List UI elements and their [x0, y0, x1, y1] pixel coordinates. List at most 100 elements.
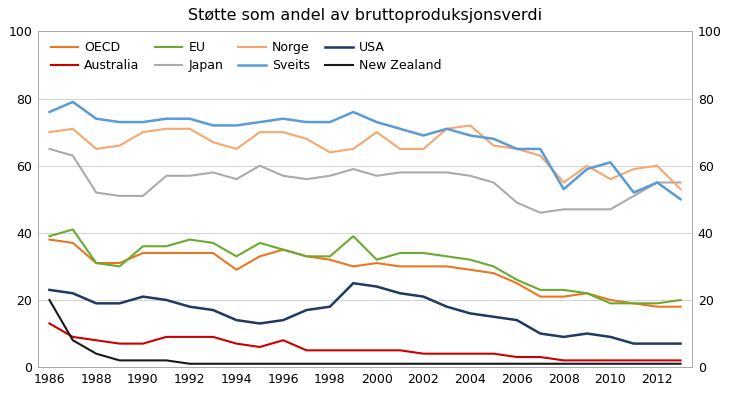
USA: [69, 291, 77, 296]
USA: [185, 304, 194, 309]
EU: [162, 244, 171, 249]
New Zealand: [185, 361, 194, 366]
USA: [466, 311, 474, 316]
New Zealand: [139, 358, 147, 363]
Norge: [349, 147, 358, 151]
EU: [349, 234, 358, 238]
USA: [326, 304, 334, 309]
OECD: [255, 254, 264, 259]
New Zealand: [92, 351, 101, 356]
New Zealand: [583, 361, 591, 366]
Line: Japan: Japan: [50, 149, 680, 213]
Australia: [372, 348, 381, 353]
Japan: [372, 173, 381, 178]
OECD: [45, 237, 54, 242]
Japan: [536, 210, 545, 215]
New Zealand: [349, 361, 358, 366]
USA: [349, 281, 358, 286]
Sveits: [302, 120, 311, 125]
Norge: [372, 130, 381, 134]
OECD: [606, 297, 615, 302]
Sveits: [372, 120, 381, 125]
New Zealand: [115, 358, 124, 363]
New Zealand: [489, 361, 498, 366]
EU: [232, 254, 241, 259]
New Zealand: [442, 361, 451, 366]
USA: [512, 318, 521, 322]
New Zealand: [279, 361, 288, 366]
USA: [489, 314, 498, 319]
OECD: [326, 257, 334, 262]
USA: [419, 294, 428, 299]
Australia: [185, 335, 194, 339]
Australia: [162, 335, 171, 339]
EU: [512, 277, 521, 282]
New Zealand: [676, 361, 685, 366]
New Zealand: [255, 361, 264, 366]
New Zealand: [162, 358, 171, 363]
USA: [372, 284, 381, 289]
Norge: [442, 126, 451, 131]
Sveits: [139, 120, 147, 125]
Line: New Zealand: New Zealand: [50, 300, 680, 364]
New Zealand: [396, 361, 404, 366]
Australia: [69, 335, 77, 339]
Australia: [115, 341, 124, 346]
Australia: [279, 338, 288, 343]
Sveits: [45, 110, 54, 114]
Norge: [162, 126, 171, 131]
OECD: [115, 261, 124, 266]
OECD: [232, 268, 241, 272]
Line: USA: USA: [50, 283, 680, 344]
Sveits: [209, 123, 218, 128]
USA: [442, 304, 451, 309]
Japan: [653, 180, 661, 185]
Australia: [489, 351, 498, 356]
Sveits: [115, 120, 124, 125]
Sveits: [559, 187, 568, 191]
Title: Støtte som andel av bruttoproduksjonsverdi: Støtte som andel av bruttoproduksjonsver…: [188, 8, 542, 23]
OECD: [489, 271, 498, 275]
New Zealand: [536, 361, 545, 366]
Australia: [512, 355, 521, 359]
Norge: [489, 143, 498, 148]
Sveits: [606, 160, 615, 165]
EU: [629, 301, 638, 306]
Sveits: [92, 116, 101, 121]
EU: [255, 241, 264, 245]
New Zealand: [419, 361, 428, 366]
Sveits: [349, 110, 358, 114]
USA: [629, 341, 638, 346]
OECD: [559, 294, 568, 299]
Japan: [92, 190, 101, 195]
Australia: [139, 341, 147, 346]
Norge: [185, 126, 194, 131]
Australia: [442, 351, 451, 356]
Norge: [115, 143, 124, 148]
USA: [139, 294, 147, 299]
Japan: [279, 173, 288, 178]
USA: [302, 308, 311, 312]
Line: Norge: Norge: [50, 125, 680, 189]
EU: [69, 227, 77, 232]
Japan: [606, 207, 615, 212]
OECD: [69, 241, 77, 245]
Japan: [69, 153, 77, 158]
Norge: [629, 167, 638, 171]
Japan: [466, 173, 474, 178]
Japan: [396, 170, 404, 175]
EU: [559, 288, 568, 292]
USA: [606, 335, 615, 339]
OECD: [442, 264, 451, 269]
EU: [466, 257, 474, 262]
New Zealand: [653, 361, 661, 366]
Japan: [489, 180, 498, 185]
EU: [326, 254, 334, 259]
Norge: [559, 180, 568, 185]
Australia: [232, 341, 241, 346]
Sveits: [536, 147, 545, 151]
OECD: [209, 251, 218, 255]
Japan: [302, 177, 311, 182]
Australia: [606, 358, 615, 363]
USA: [255, 321, 264, 326]
